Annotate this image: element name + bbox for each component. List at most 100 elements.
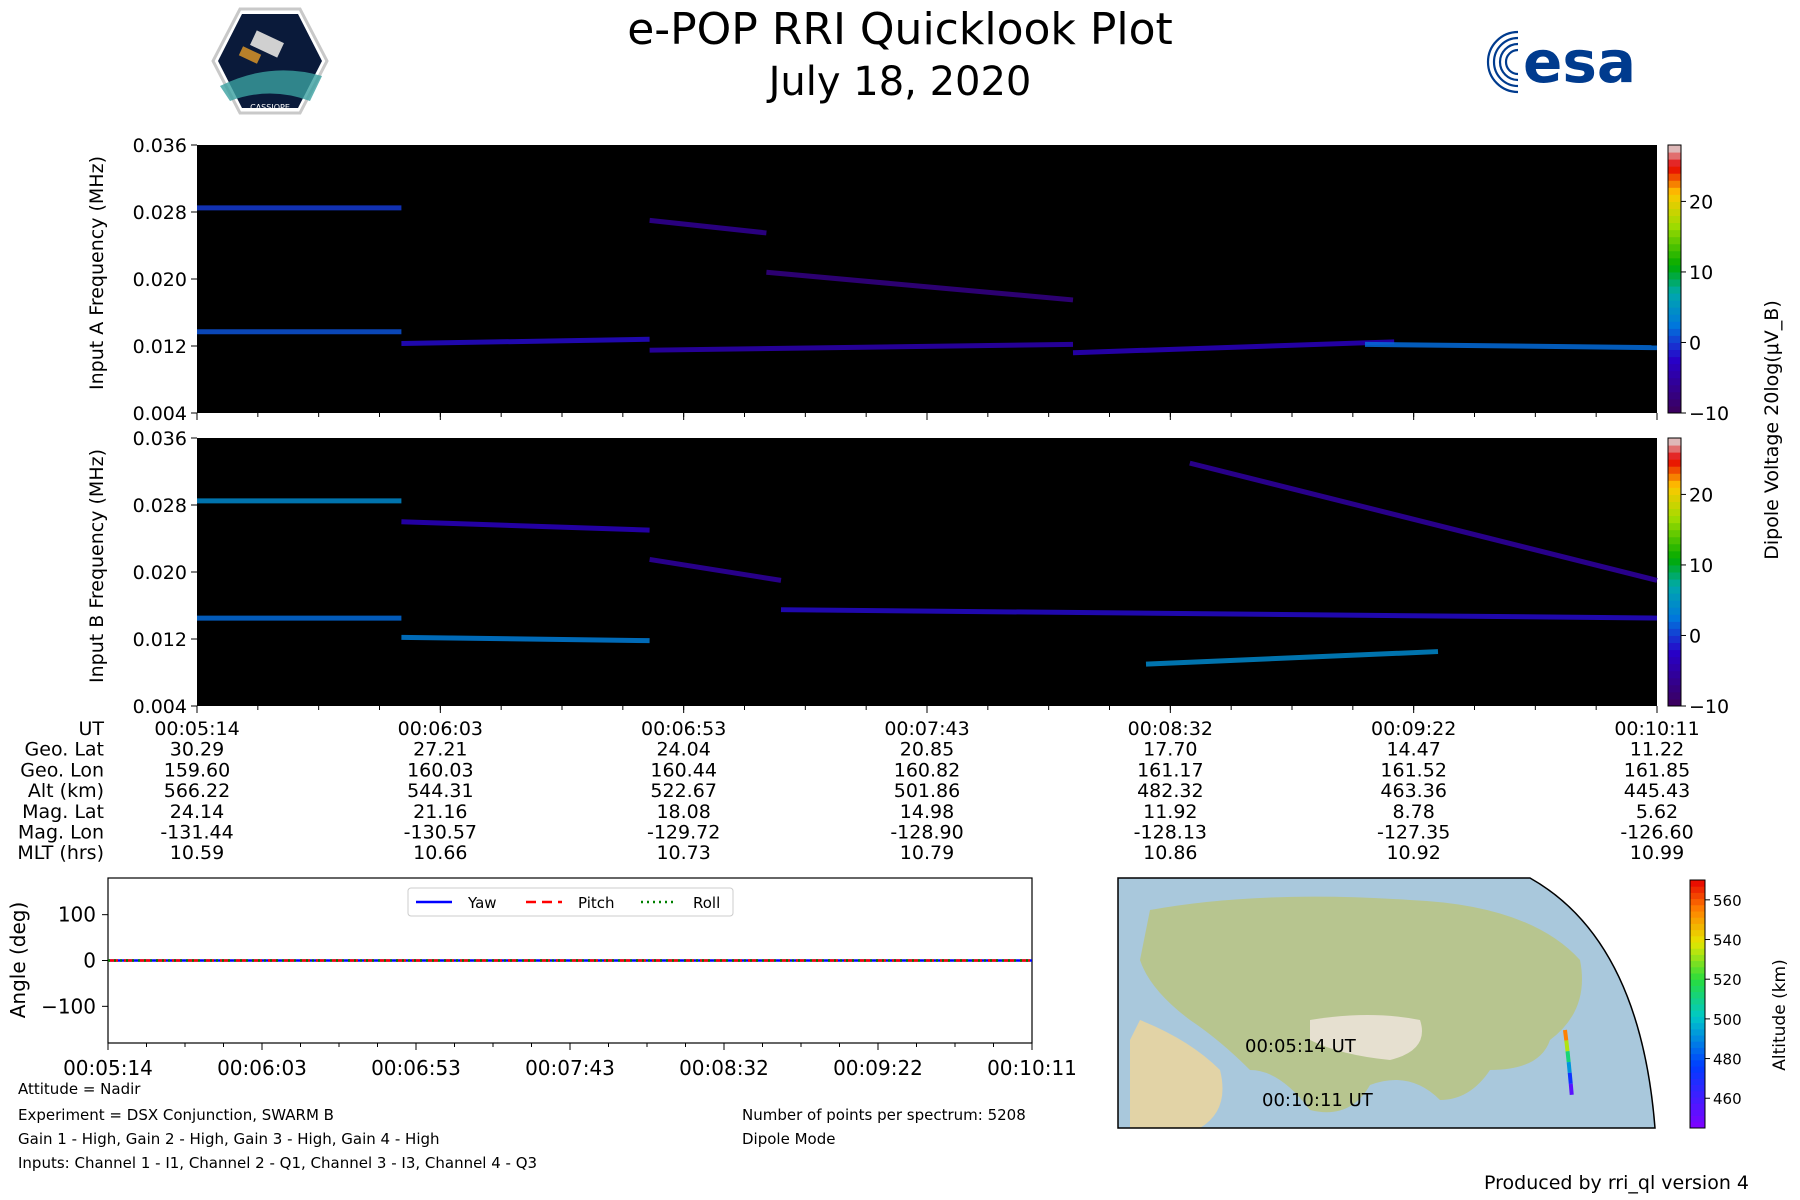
colorbar-cell (1690, 1090, 1705, 1098)
map-end-label: 00:10:11 UT (1262, 1090, 1374, 1111)
colorbar-cell (1668, 349, 1681, 358)
colorbar-cell (1690, 948, 1705, 955)
colorbar-tick-label: 560 (1713, 892, 1742, 910)
colorbar-cell (1668, 691, 1681, 700)
colorbar-cell (1668, 236, 1681, 245)
y-tick-label: 0.004 (133, 403, 187, 425)
track-segment (1567, 1072, 1573, 1084)
map-frame (1117, 877, 1656, 1129)
colorbar-cell (1690, 935, 1705, 943)
colorbar-cell (1668, 684, 1681, 693)
spectrogram-b-chart: Input B Frequency (MHz) 0.004 0.012 0.020 0… (86, 428, 1729, 718)
colorbar-tick-label: −10 (1689, 403, 1729, 425)
colorbar-cell (1690, 1053, 1705, 1061)
colorbar-tick-label: 500 (1713, 1011, 1742, 1029)
ephemeris-cell: 482.32 (1137, 780, 1203, 802)
colorbar-cell (1668, 398, 1681, 407)
colorbar-cell (1690, 1066, 1705, 1073)
page-date: July 18, 2020 (768, 59, 1032, 105)
colorbar-cell (1690, 923, 1705, 931)
track-segment (1568, 1083, 1574, 1096)
colorbar-cell (1668, 557, 1681, 566)
colorbar-cell (1668, 250, 1681, 259)
colorbar-tick-label: 540 (1713, 932, 1742, 950)
legend-label: Yaw (467, 894, 497, 912)
colorbar-cell (1668, 194, 1681, 202)
colorbar-cell (1690, 1072, 1705, 1079)
ephemeris-cell: 00:07:43 (884, 718, 969, 740)
footer-attitude: Attitude = Nadir (18, 1080, 141, 1098)
spectrogram-a-ylabel: Input A Frequency (MHz) (86, 156, 108, 390)
ephemeris-cell: 8.78 (1393, 801, 1435, 823)
x-tick-label: 00:10:11 (987, 1056, 1077, 1080)
ephemeris-row-label: Mag. Lon (18, 822, 104, 844)
ephemeris-cell: 5.62 (1636, 801, 1678, 823)
ephemeris-cell: 14.47 (1386, 739, 1440, 761)
footer-experiment: Experiment = DSX Conjunction, SWARM B (18, 1106, 334, 1124)
colorbar-cell (1690, 886, 1705, 893)
colorbar-cell (1668, 508, 1681, 517)
colorbar-cell (1668, 271, 1681, 280)
colorbar-cell (1668, 391, 1681, 400)
footer-points: Number of points per spectrum: 5208 (742, 1106, 1026, 1124)
colorbar-cell (1668, 550, 1681, 559)
map-land-tibet (1310, 1015, 1422, 1060)
colorbar-cell (1668, 180, 1681, 188)
colorbar-cell (1690, 1078, 1705, 1086)
colorbar-cell (1668, 452, 1681, 460)
colorbar-cell (1690, 979, 1705, 986)
spectrogram-feature (649, 217, 767, 236)
track-segment (1565, 1051, 1571, 1063)
colorbar-cell (1668, 152, 1681, 160)
colorbar-cell (1668, 607, 1681, 615)
colorbar-cell (1690, 898, 1705, 906)
ephemeris-cell: -128.90 (890, 822, 963, 844)
colorbar-cell (1668, 377, 1681, 386)
colorbar-cell (1668, 635, 1681, 644)
y-tick-label: 0.028 (133, 202, 187, 224)
footer-inputs: Inputs: Channel 1 - I1, Channel 2 - Q1, … (18, 1154, 538, 1172)
ephemeris-cell: 10.79 (900, 842, 954, 864)
ephemeris-cell: 20.85 (900, 739, 954, 761)
colorbar-cell (1668, 543, 1681, 552)
cassiope-logo: CASSIOPE (211, 7, 329, 115)
colorbar-cell (1668, 445, 1681, 453)
ephemeris-cell: 463.36 (1380, 780, 1446, 802)
colorbar-cell (1668, 536, 1681, 545)
colorbar-tick-label: −10 (1689, 696, 1729, 718)
ephemeris-cell: 10.66 (413, 842, 467, 864)
colorbar-cell (1668, 335, 1681, 343)
ephemeris-cell: 27.21 (413, 739, 467, 761)
ephemeris-row-label: Mag. Lat (22, 801, 104, 823)
colorbar-cell (1690, 1109, 1705, 1117)
page-title: e-POP RRI Quicklook Plot (627, 4, 1173, 55)
colorbar-cell (1668, 501, 1681, 510)
colorbar-cell (1668, 279, 1681, 287)
colorbar-cell (1668, 515, 1681, 524)
colorbar-cell (1690, 985, 1705, 993)
ephemeris-cell: -127.35 (1377, 822, 1450, 844)
colorbar-cell (1668, 494, 1681, 502)
ephemeris-cell: -128.13 (1134, 822, 1207, 844)
ephemeris-row-label: MLT (hrs) (17, 842, 104, 864)
ephemeris-cell: 10.59 (170, 842, 224, 864)
colorbar-cell (1668, 222, 1681, 231)
ephemeris-cell: 00:05:14 (154, 718, 239, 740)
spectrogram-a-plot (197, 145, 1657, 413)
spectrogram-feature (1072, 339, 1395, 356)
colorbar-cell (1668, 243, 1681, 252)
colorbar-cell (1668, 264, 1681, 273)
colorbar-cell (1668, 201, 1681, 209)
colorbar-cell (1668, 342, 1681, 351)
spectrogram-b-plot (197, 438, 1657, 706)
ephemeris-cell: 161.17 (1137, 759, 1203, 781)
ephemeris-cell: 24.14 (170, 801, 224, 823)
attitude-ylabel: Angle (deg) (6, 902, 30, 1019)
colorbar-cell (1668, 480, 1681, 488)
colorbar-cell (1668, 314, 1681, 322)
y-tick-label: 0 (83, 949, 96, 973)
footer-mode: Dipole Mode (742, 1130, 836, 1148)
colorbar-cell (1690, 997, 1705, 1005)
y-tick-label: 0.012 (133, 336, 187, 358)
colorbar-cell (1668, 579, 1681, 587)
